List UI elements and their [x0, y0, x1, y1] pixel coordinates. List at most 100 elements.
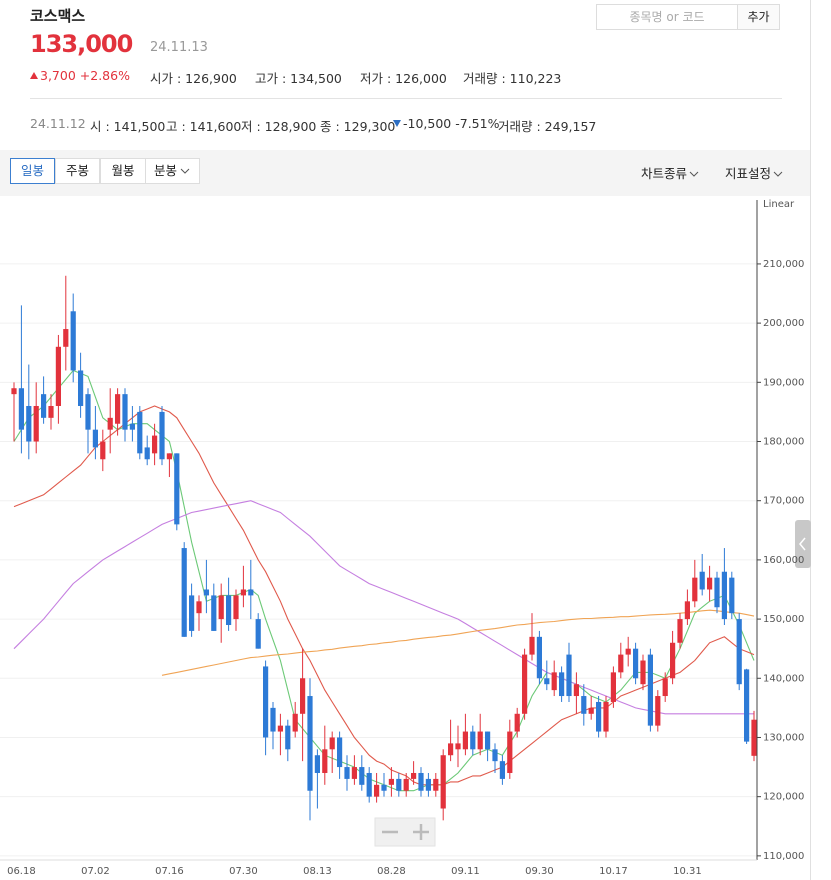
candle-body [485, 731, 491, 750]
candle-body [588, 707, 594, 714]
candle-body [662, 678, 668, 697]
candle-body [248, 589, 254, 596]
side-tab[interactable] [795, 520, 811, 568]
stat: 시가 : 126,900 [150, 71, 237, 86]
tab-minute[interactable]: 분봉 [145, 158, 200, 184]
candle-body [137, 411, 143, 454]
candle-body [255, 619, 261, 649]
ma-line [13, 405, 755, 786]
up-arrow [30, 72, 38, 79]
x-tick-label: 09.30 [525, 866, 554, 877]
candle-body [41, 394, 47, 418]
candle-body [211, 595, 217, 631]
candle-body [11, 388, 17, 395]
candle-body [625, 648, 631, 655]
zoom-in[interactable] [413, 824, 429, 840]
scale-label: Linear [763, 199, 795, 210]
candle-body [411, 772, 417, 779]
candle-body [26, 405, 32, 442]
x-tick-label: 06.18 [7, 866, 36, 877]
y-tick-label: 180,000 [763, 437, 804, 448]
y-tick-label: 170,000 [763, 496, 804, 507]
candle-body [707, 577, 713, 590]
candle-body [403, 778, 409, 791]
stat: 저가 : 126,000 [360, 71, 447, 86]
candle-body [655, 696, 661, 726]
add-button[interactable]: 추가 [737, 4, 780, 30]
y-tick-label: 110,000 [763, 851, 804, 862]
candle-body [218, 595, 224, 620]
candle-body [240, 589, 246, 596]
change-value: 3,700 [40, 68, 76, 83]
candle-body [670, 642, 676, 679]
date: 24.11.13 [150, 40, 208, 55]
candle-body [551, 672, 557, 691]
candle-body [522, 654, 528, 714]
candle-body [292, 713, 298, 732]
edge-line [810, 0, 811, 880]
prev-change: -10,500 -7.51% [393, 116, 499, 131]
tab-daily[interactable]: 일봉 [10, 158, 55, 184]
candle-body [366, 772, 372, 797]
candle-body [129, 423, 135, 430]
y-tick-label: 120,000 [763, 792, 804, 803]
candle-body [166, 453, 172, 460]
candle-body [92, 429, 98, 448]
candle-body [448, 743, 454, 756]
search-input[interactable]: 종목명 or 코드 [596, 4, 738, 30]
candle-body [684, 601, 690, 620]
candle-body [359, 767, 365, 785]
ma-line [13, 500, 754, 715]
x-tick-label: 09.11 [451, 866, 480, 877]
tab-minute-label: 분봉 [154, 163, 178, 178]
candle-body [714, 577, 720, 608]
candle-body [85, 394, 91, 430]
candle-body [159, 411, 165, 460]
candle-body [647, 654, 653, 726]
y-tick-label: 160,000 [763, 555, 804, 566]
candle-body [573, 684, 579, 697]
candle-body [270, 707, 276, 732]
candle-body [721, 571, 727, 620]
change: 3,700 +2.86% [30, 68, 130, 83]
menu-chart-type[interactable]: 차트종류 [641, 163, 699, 182]
tab-monthly[interactable]: 월봉 [100, 158, 146, 184]
prev-volume: 거래량 : 249,157 [498, 119, 597, 134]
prev-stat: 시 : 141,500 [90, 119, 166, 134]
menu-indicator[interactable]: 지표설정 [725, 163, 783, 182]
prev-change-pct: -7.51% [455, 116, 500, 131]
candle-body [699, 571, 705, 590]
candle-body [492, 749, 498, 762]
candle-body [18, 388, 24, 430]
candle-body [277, 725, 283, 732]
candle-body [233, 595, 239, 620]
tab-weekly[interactable]: 주봉 [55, 158, 100, 184]
candle-body [514, 713, 520, 732]
candle-body [736, 619, 742, 685]
y-tick-label: 200,000 [763, 318, 804, 329]
candles [11, 275, 757, 821]
side-tab-arrow [799, 537, 806, 551]
candle-body [751, 719, 757, 756]
prev-change-value: -10,500 [403, 116, 452, 131]
x-tick-label: 07.02 [81, 866, 110, 877]
down-arrow [393, 120, 401, 127]
candle-body [322, 749, 328, 773]
prev-close: 종 : 129,300 [320, 119, 396, 134]
candle-body [633, 648, 639, 679]
candle-body [300, 678, 306, 714]
candle-body [418, 772, 424, 791]
candle-body [196, 601, 202, 614]
prev-stat: 저 : 128,900 [241, 119, 317, 134]
candle-body [507, 731, 513, 773]
candle-body [640, 660, 646, 685]
candle-body [440, 755, 446, 809]
chevron [773, 171, 783, 177]
candle-body [610, 672, 616, 702]
candle-body [203, 589, 209, 596]
stat: 거래량 : 110,223 [463, 71, 562, 86]
candle-body [329, 737, 335, 750]
candle-body [536, 636, 542, 679]
grid [0, 263, 761, 857]
candle-body [581, 696, 587, 714]
